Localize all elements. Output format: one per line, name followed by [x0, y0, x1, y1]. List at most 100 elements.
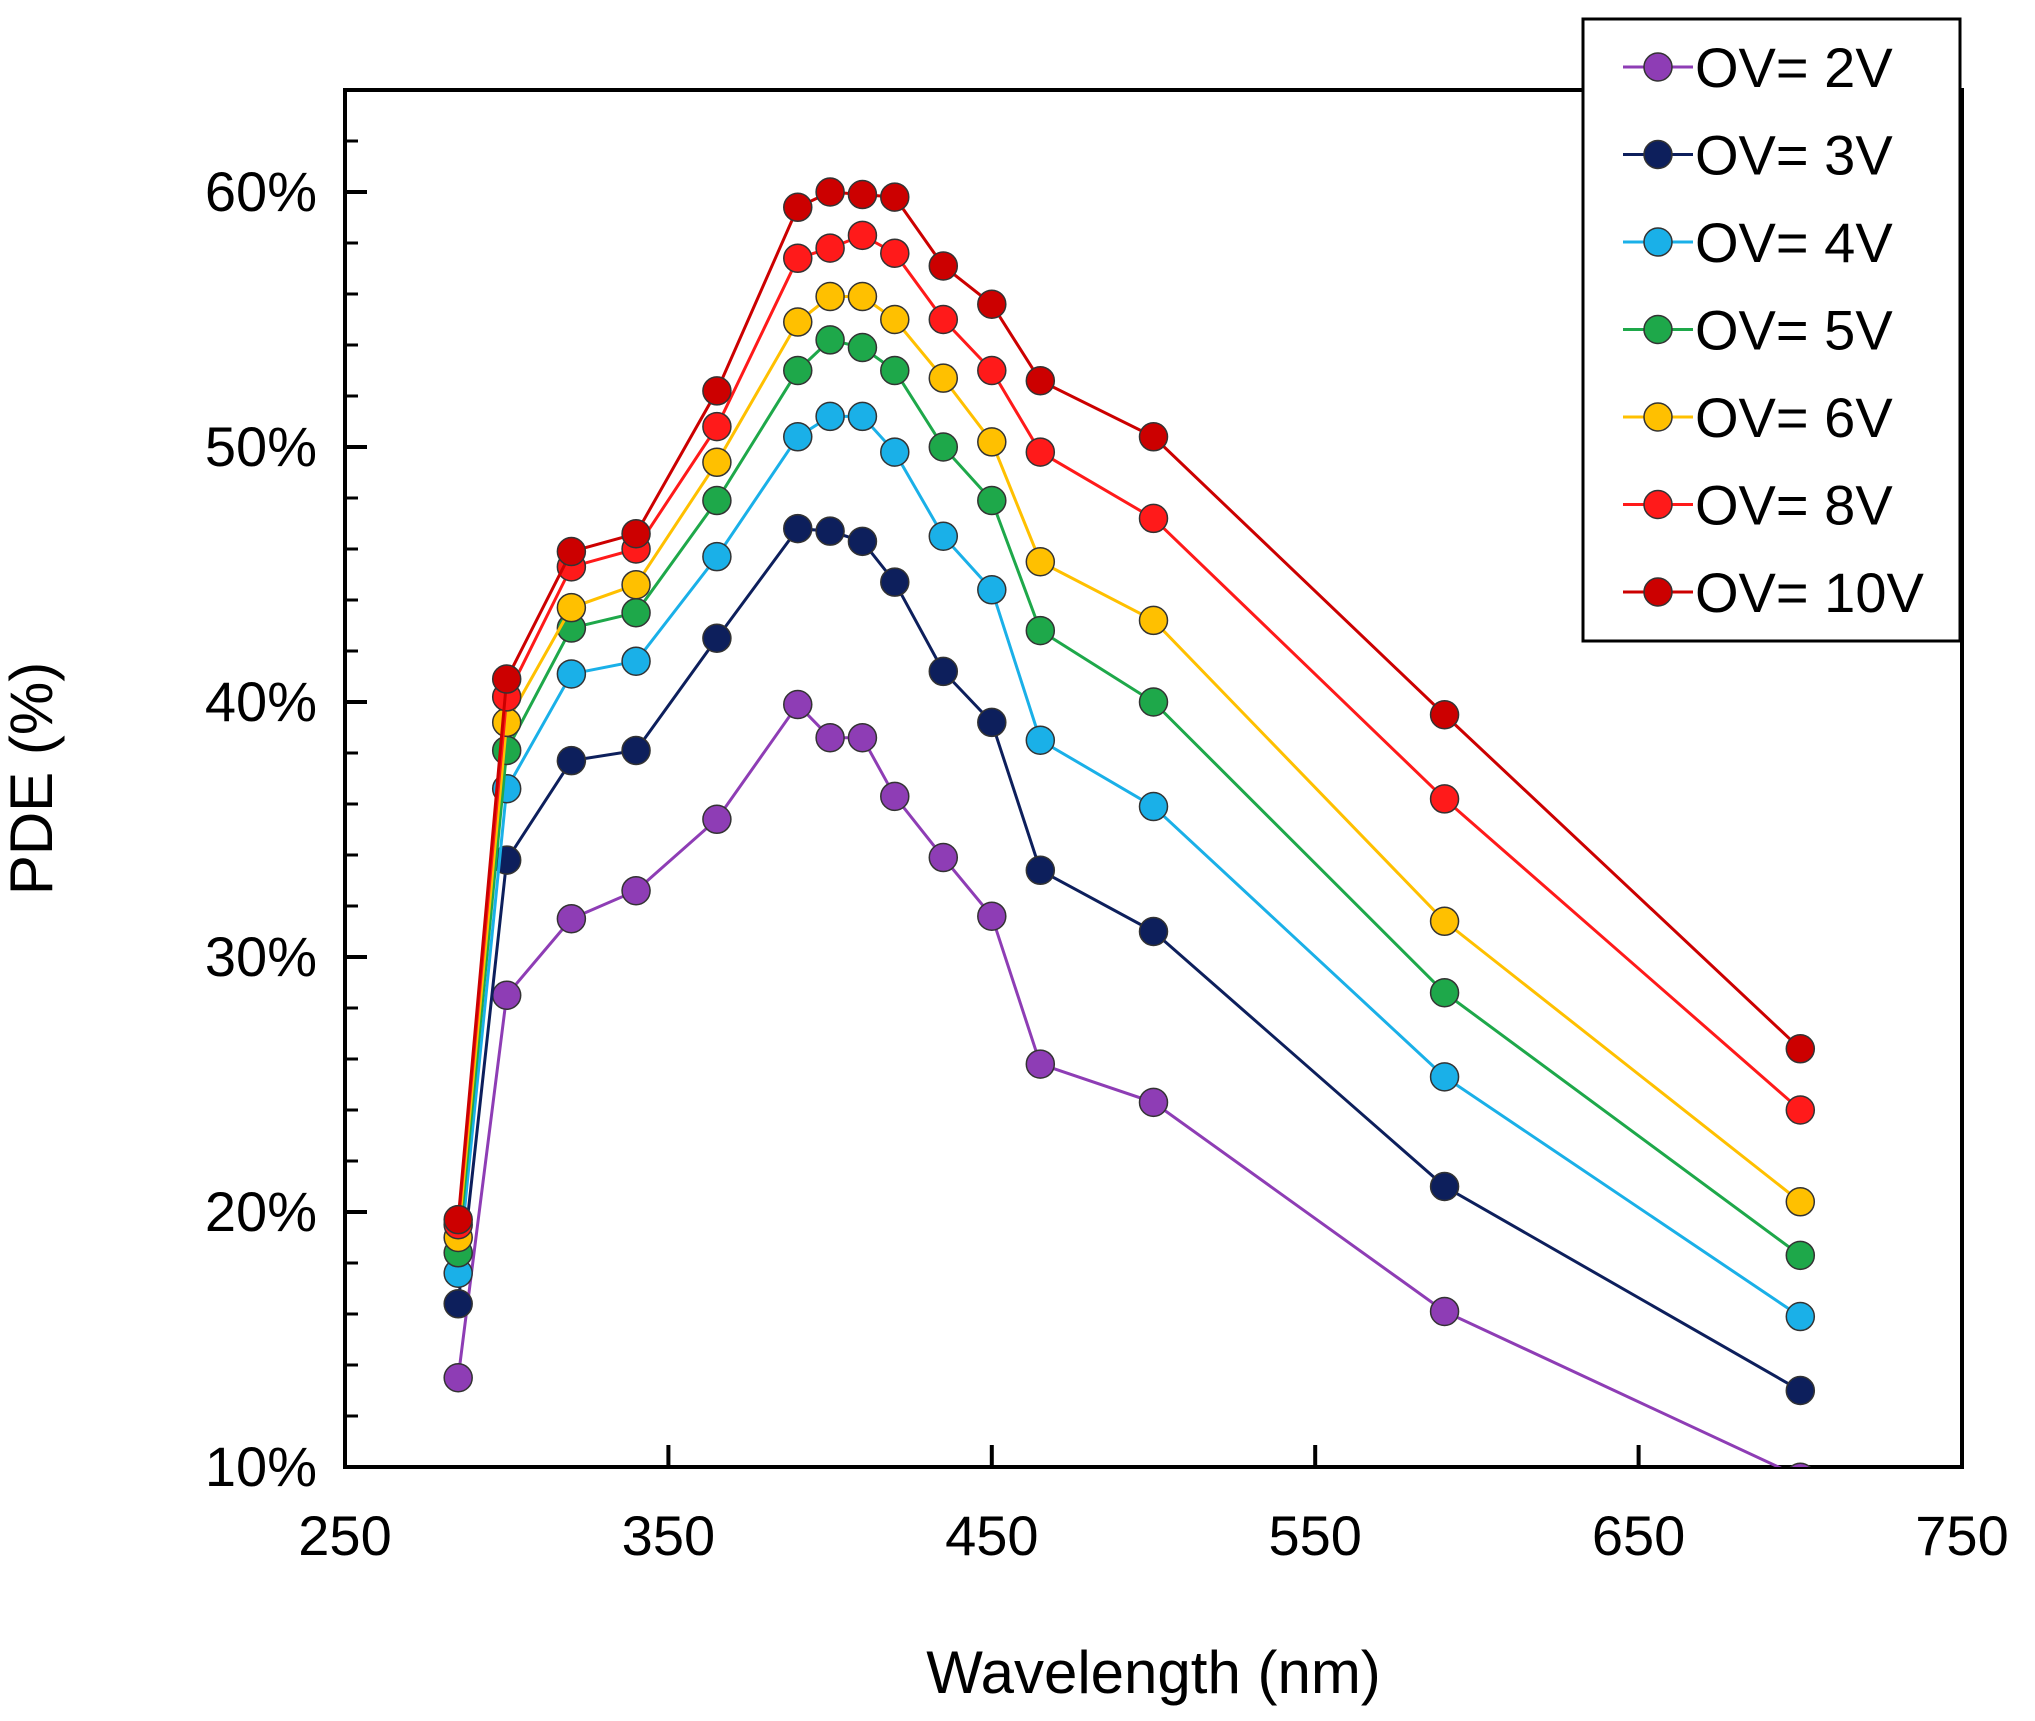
data-point [1025, 1049, 1056, 1079]
legend-marker [1643, 489, 1673, 520]
y-tick-label: 10% [205, 1435, 317, 1498]
legend-entry: OV= 4V [1623, 211, 1893, 274]
data-point [1138, 916, 1169, 947]
data-point [443, 1204, 473, 1235]
x-tick-label: 650 [1592, 1504, 1685, 1567]
data-point [702, 541, 732, 572]
data-point [783, 355, 813, 386]
data-point [621, 646, 651, 676]
data-point [702, 623, 732, 653]
data-point [880, 182, 910, 212]
data-point [702, 447, 732, 478]
data-point [815, 177, 845, 207]
data-point [1138, 605, 1169, 636]
data-point [977, 707, 1007, 738]
data-point [847, 722, 878, 753]
data-point [556, 659, 587, 689]
data-point [556, 592, 587, 623]
data-point [1429, 1062, 1460, 1092]
data-point [783, 513, 813, 544]
data-point [847, 332, 878, 363]
legend-entry: OV= 10V [1623, 561, 1924, 624]
legend-marker [1643, 402, 1673, 432]
data-point [815, 281, 845, 312]
legend-label: OV= 10V [1695, 561, 1924, 624]
data-point [977, 289, 1007, 319]
data-point [880, 437, 910, 467]
series-ov-10v [443, 177, 1816, 1235]
data-point [1785, 1375, 1816, 1406]
data-point [815, 401, 845, 432]
series-ov-3v [443, 513, 1816, 1406]
x-tick-label: 450 [945, 1504, 1038, 1567]
y-axis-title: PDE (%) [0, 662, 65, 895]
data-point [847, 179, 878, 210]
data-point [783, 307, 813, 337]
data-point [1429, 977, 1460, 1008]
data-point [1138, 503, 1169, 534]
data-point [815, 516, 845, 546]
data-point [880, 355, 910, 386]
y-tick-label: 20% [205, 1180, 317, 1243]
data-point [443, 1363, 473, 1393]
x-axis: 250 350 450 550 650 750 [298, 1445, 2009, 1567]
legend-entry: OV= 2V [1623, 36, 1893, 99]
x-tick-label: 350 [622, 1504, 715, 1567]
data-point [1025, 437, 1056, 467]
series-line [456, 702, 1782, 1467]
data-point [815, 722, 845, 753]
data-point [621, 735, 651, 766]
data-point [491, 664, 522, 694]
data-point [928, 521, 959, 551]
x-axis-title: Wavelength (nm) [926, 1639, 1381, 1706]
data-point [847, 401, 878, 432]
data-point [1138, 791, 1169, 822]
legend-label: OV= 3V [1695, 124, 1893, 187]
data-point [1785, 1301, 1816, 1332]
data-point [1785, 1187, 1816, 1217]
legend-label: OV= 6V [1695, 386, 1893, 449]
data-point [1429, 906, 1460, 937]
data-point [1785, 1240, 1816, 1271]
plot-frame [343, 88, 1964, 1469]
legend-label: OV= 2V [1695, 36, 1893, 99]
legend-label: OV= 8V [1695, 474, 1893, 537]
legend-entry: OV= 5V [1623, 299, 1893, 362]
legend-label: OV= 4V [1695, 211, 1893, 274]
data-point [556, 536, 587, 567]
data-point [928, 304, 959, 335]
data-point [702, 376, 732, 406]
plot-area [343, 88, 1964, 1469]
data-point [702, 804, 732, 835]
data-point [1429, 700, 1460, 730]
data-point [783, 689, 813, 720]
data-point [880, 781, 910, 812]
data-point [880, 238, 910, 268]
data-point [1429, 784, 1460, 814]
y-tick-label: 60% [205, 160, 317, 223]
data-point [977, 427, 1007, 457]
series-ov-2v [443, 689, 1811, 1467]
data-point [1025, 547, 1056, 577]
data-point [847, 281, 878, 312]
data-point [491, 735, 522, 766]
data-point [783, 243, 813, 274]
data-point [1429, 1171, 1460, 1202]
legend-entry: OV= 6V [1623, 386, 1893, 449]
data-point [815, 325, 845, 355]
data-point [621, 875, 651, 906]
data-point [1025, 365, 1056, 396]
data-point [621, 518, 651, 549]
data-point [783, 422, 813, 452]
data-point [556, 904, 587, 934]
data-point [443, 1289, 473, 1319]
legend-entry: OV= 3V [1623, 124, 1893, 187]
legend-entry: OV= 8V [1623, 474, 1893, 537]
legend-marker [1643, 227, 1673, 257]
data-point [621, 598, 651, 628]
data-point [977, 575, 1007, 605]
data-point [977, 355, 1007, 386]
y-tick-label: 40% [205, 670, 317, 733]
legend-marker [1643, 139, 1673, 170]
